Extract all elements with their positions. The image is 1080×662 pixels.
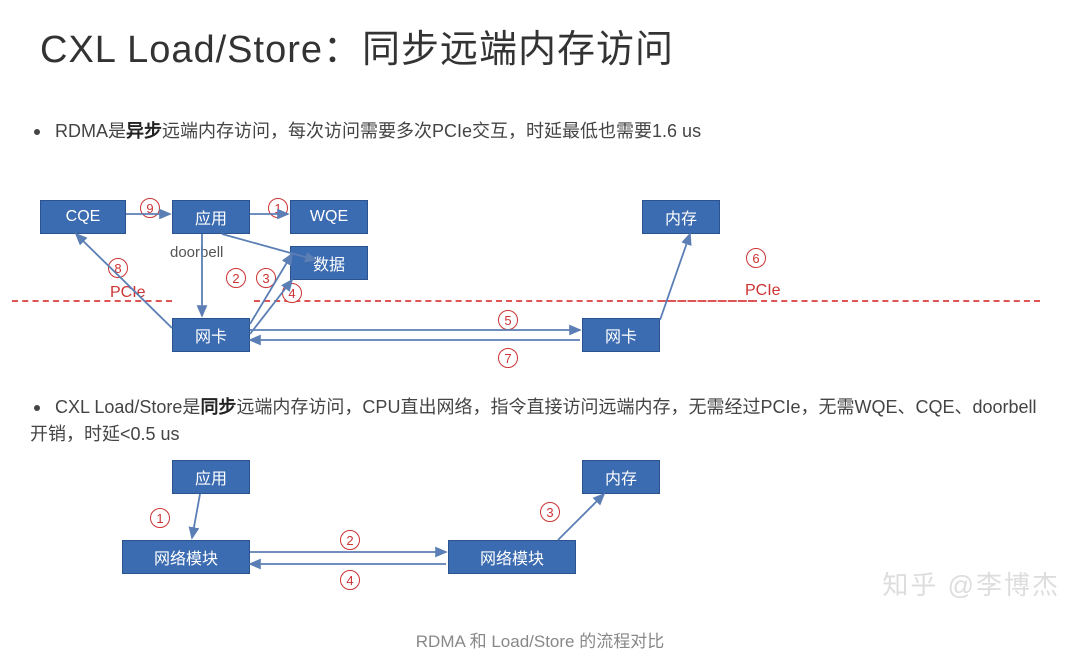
bullet-cxl: CXL Load/Store是同步远端内存访问，CPU直出网络，指令直接访问远端… [30,394,1050,448]
node-cqe: CQE [40,200,126,234]
step-3: 3 [256,268,276,288]
step-6: 6 [746,248,766,268]
node-wqe: WQE [290,200,368,234]
label-pcie-right: PCIe [745,282,781,300]
bullet1-pre: RDMA是 [55,121,126,141]
step-7: 7 [498,348,518,368]
arrow [192,494,200,538]
step-2: 2 [226,268,246,288]
pcie-divider [12,300,172,302]
node-data: 数据 [290,246,368,280]
bullet2-bold: 同步 [200,397,236,417]
step-9: 9 [140,198,160,218]
step-1: 1 [268,198,288,218]
figure-caption: RDMA 和 Load/Store 的流程对比 [0,627,1080,652]
node-mem: 内存 [582,460,660,494]
node-app: 应用 [172,460,250,494]
pcie-divider [660,300,1040,302]
step-4: 4 [340,570,360,590]
bullet1-bold: 异步 [126,121,162,141]
step-3: 3 [540,502,560,522]
step-2: 2 [340,530,360,550]
arrow [76,234,172,328]
arrow [660,234,690,320]
node-nic1: 网卡 [172,318,250,352]
bullet-rdma: RDMA是异步远端内存访问，每次访问需要多次PCIe交互，时延最低也需要1.6 … [30,118,1030,145]
page-title: CXL Load/Store：同步远端内存访问 [40,18,674,73]
arrow [558,494,604,540]
step-8: 8 [108,258,128,278]
bullet-dot [34,129,40,135]
node-net2: 网络模块 [448,540,576,574]
watermark: 知乎 @李博杰 [882,565,1060,602]
bullet-dot [34,405,40,411]
bullet1-post: 远端内存访问，每次访问需要多次PCIe交互，时延最低也需要1.6 us [162,121,701,141]
node-net1: 网络模块 [122,540,250,574]
node-nic2: 网卡 [582,318,660,352]
step-5: 5 [498,310,518,330]
bullet2-pre: CXL Load/Store是 [55,397,200,417]
node-mem: 内存 [642,200,720,234]
step-4: 4 [282,283,302,303]
label-doorbell: doorbell [170,244,223,261]
node-app: 应用 [172,200,250,234]
step-1: 1 [150,508,170,528]
